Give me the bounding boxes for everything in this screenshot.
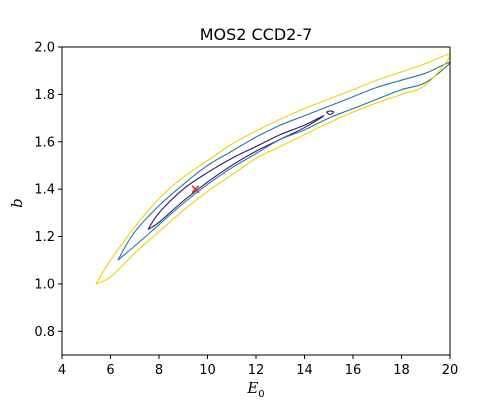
contour-line-2 [325,110,335,116]
x-axis-label-main: E [246,379,258,397]
contour-line-4 [95,53,450,285]
x-tick-label: 18 [393,363,410,378]
contour-line-1 [147,115,325,230]
y-tick-label: 1.8 [34,88,55,103]
x-tick-label: 12 [248,363,265,378]
y-tick-label: 2.0 [34,41,55,56]
y-tick-label: 1.2 [34,230,55,245]
best-fit-marker [191,185,200,194]
x-axis-label: E0 [246,379,264,400]
chart-title: MOS2 CCD2-7 [200,25,313,44]
y-axis-label: b [8,198,26,208]
x-axis-ticks: 4 6 8 10 12 14 16 18 20 [58,355,458,378]
y-tick-label: 1.4 [34,183,55,198]
y-tick-label: 1.0 [34,277,55,292]
x-tick-label: 10 [199,363,216,378]
y-tick-label: 1.6 [34,135,55,150]
x-tick-label: 14 [296,363,313,378]
contour-line-3 [117,61,450,261]
x-tick-label: 20 [442,363,459,378]
x-tick-label: 6 [106,363,114,378]
x-tick-label: 8 [155,363,163,378]
y-tick-label: 0.8 [34,325,55,340]
x-tick-label: 4 [58,363,66,378]
y-axis-ticks: 0.8 1.0 1.2 1.4 1.6 1.8 2.0 [34,41,62,340]
x-axis-label-subscript: 0 [258,389,264,400]
contour-lines [95,53,450,285]
best-fit-marker-stroke-2 [191,185,200,194]
x-tick-label: 16 [345,363,362,378]
